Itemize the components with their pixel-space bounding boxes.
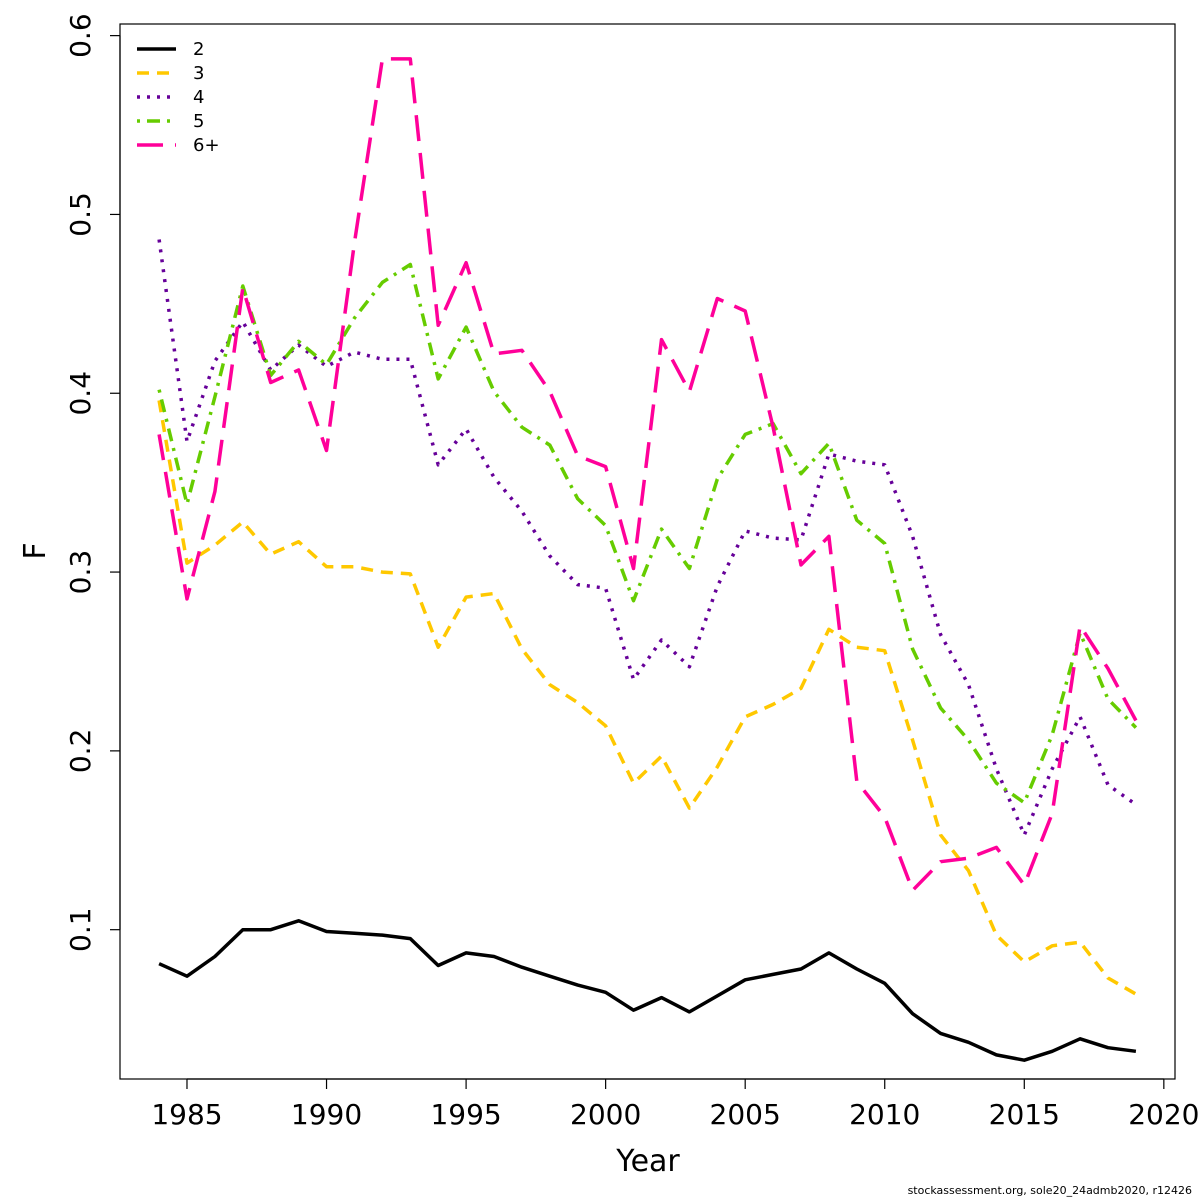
y-tick-label: 0.6 [64,13,97,58]
x-axis: 1985 1990 1995 2000 2005 2010 2015 2020 [151,1078,1199,1131]
y-axis-title: F [18,542,53,559]
y-tick-label: 0.3 [64,550,97,595]
legend: 2 3 4 5 6+ [137,39,220,156]
y-tick-label: 0.5 [64,192,97,237]
legend-label: 6+ [193,135,220,156]
legend-label: 4 [193,87,204,108]
series-lines [157,57,1138,1062]
legend-label: 2 [193,39,204,60]
series-line-4 [157,239,1137,837]
legend-label: 3 [193,63,204,84]
series-line-5 [157,262,1138,805]
x-tick-label: 2005 [710,1098,781,1131]
x-axis-title: Year [615,1144,680,1179]
x-tick-label: 2015 [989,1098,1060,1131]
series-line-6plus [157,57,1138,893]
y-tick-label: 0.2 [64,729,97,774]
x-tick-label: 1990 [291,1098,362,1131]
x-tick-label: 1985 [151,1098,222,1131]
legend-label: 5 [193,111,204,132]
y-axis: 0.1 0.2 0.3 0.4 0.5 0.6 [64,13,121,952]
series-line-3 [157,400,1137,996]
footer-credit: stockassessment.org, sole20_24admb2020, … [907,1184,1192,1197]
y-tick-label: 0.1 [64,907,97,952]
x-tick-label: 2010 [849,1098,920,1131]
x-tick-label: 1995 [430,1098,501,1131]
x-tick-label: 2000 [570,1098,641,1131]
x-tick-label: 2020 [1128,1098,1199,1131]
series-line-2 [158,919,1137,1062]
y-tick-label: 0.4 [64,371,97,416]
